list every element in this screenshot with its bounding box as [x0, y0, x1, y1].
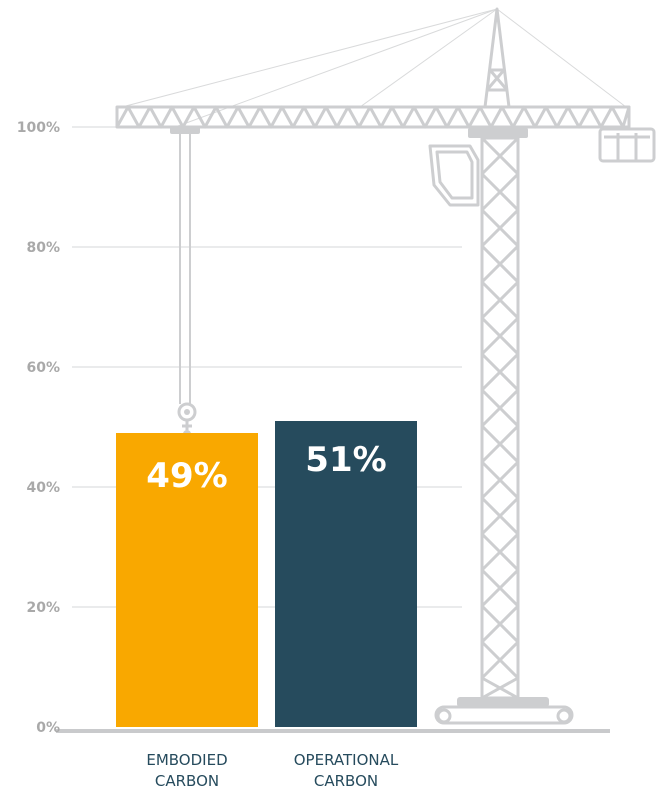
y-tick-label: 100%: [17, 120, 60, 136]
y-tick-label: 80%: [26, 240, 60, 256]
y-tick-label: 0%: [36, 720, 60, 736]
data-label: 51%: [305, 440, 386, 480]
tower-crane-icon: [115, 7, 656, 725]
y-tick-label: 60%: [26, 360, 60, 376]
bar: [116, 433, 258, 727]
bars: [116, 421, 417, 727]
y-tick-label: 40%: [26, 480, 60, 496]
category-label: EMBODIED: [146, 751, 227, 769]
data-label: 49%: [146, 456, 227, 496]
category-label: CARBON: [155, 772, 219, 790]
data-labels: 49% 51%: [146, 440, 386, 496]
category-label: OPERATIONAL: [294, 751, 399, 769]
y-tick-label: 20%: [26, 600, 60, 616]
y-axis: 0% 20% 40% 60% 80% 100%: [17, 120, 60, 736]
x-axis: EMBODIED CARBON OPERATIONAL CARBON: [146, 751, 399, 790]
category-label: CARBON: [314, 772, 378, 790]
bar: [275, 421, 417, 727]
